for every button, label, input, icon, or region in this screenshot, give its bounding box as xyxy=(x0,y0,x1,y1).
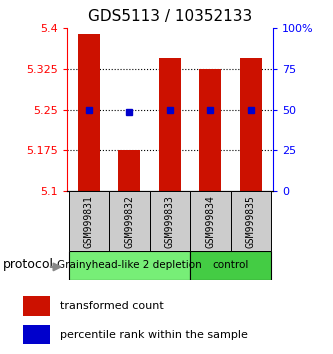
Bar xyxy=(199,69,221,191)
Text: protocol: protocol xyxy=(3,258,54,270)
Bar xyxy=(230,191,271,251)
Text: GSM999833: GSM999833 xyxy=(165,195,175,248)
Bar xyxy=(23,296,50,315)
Bar xyxy=(23,325,50,344)
Text: GSM999834: GSM999834 xyxy=(205,195,215,248)
Title: GDS5113 / 10352133: GDS5113 / 10352133 xyxy=(88,9,252,24)
Text: control: control xyxy=(212,261,249,270)
Bar xyxy=(69,251,190,280)
Bar xyxy=(240,58,262,191)
Text: GSM999832: GSM999832 xyxy=(124,195,134,248)
Text: transformed count: transformed count xyxy=(60,301,163,311)
Bar xyxy=(150,191,190,251)
Bar xyxy=(109,191,150,251)
Text: GSM999835: GSM999835 xyxy=(246,195,256,248)
Bar xyxy=(159,58,181,191)
Bar xyxy=(69,191,109,251)
Text: percentile rank within the sample: percentile rank within the sample xyxy=(60,330,247,340)
Text: GSM999831: GSM999831 xyxy=(84,195,94,248)
Bar xyxy=(190,251,271,280)
Text: Grainyhead-like 2 depletion: Grainyhead-like 2 depletion xyxy=(57,261,202,270)
Bar xyxy=(118,150,141,191)
Bar xyxy=(190,191,230,251)
Bar xyxy=(78,34,100,191)
